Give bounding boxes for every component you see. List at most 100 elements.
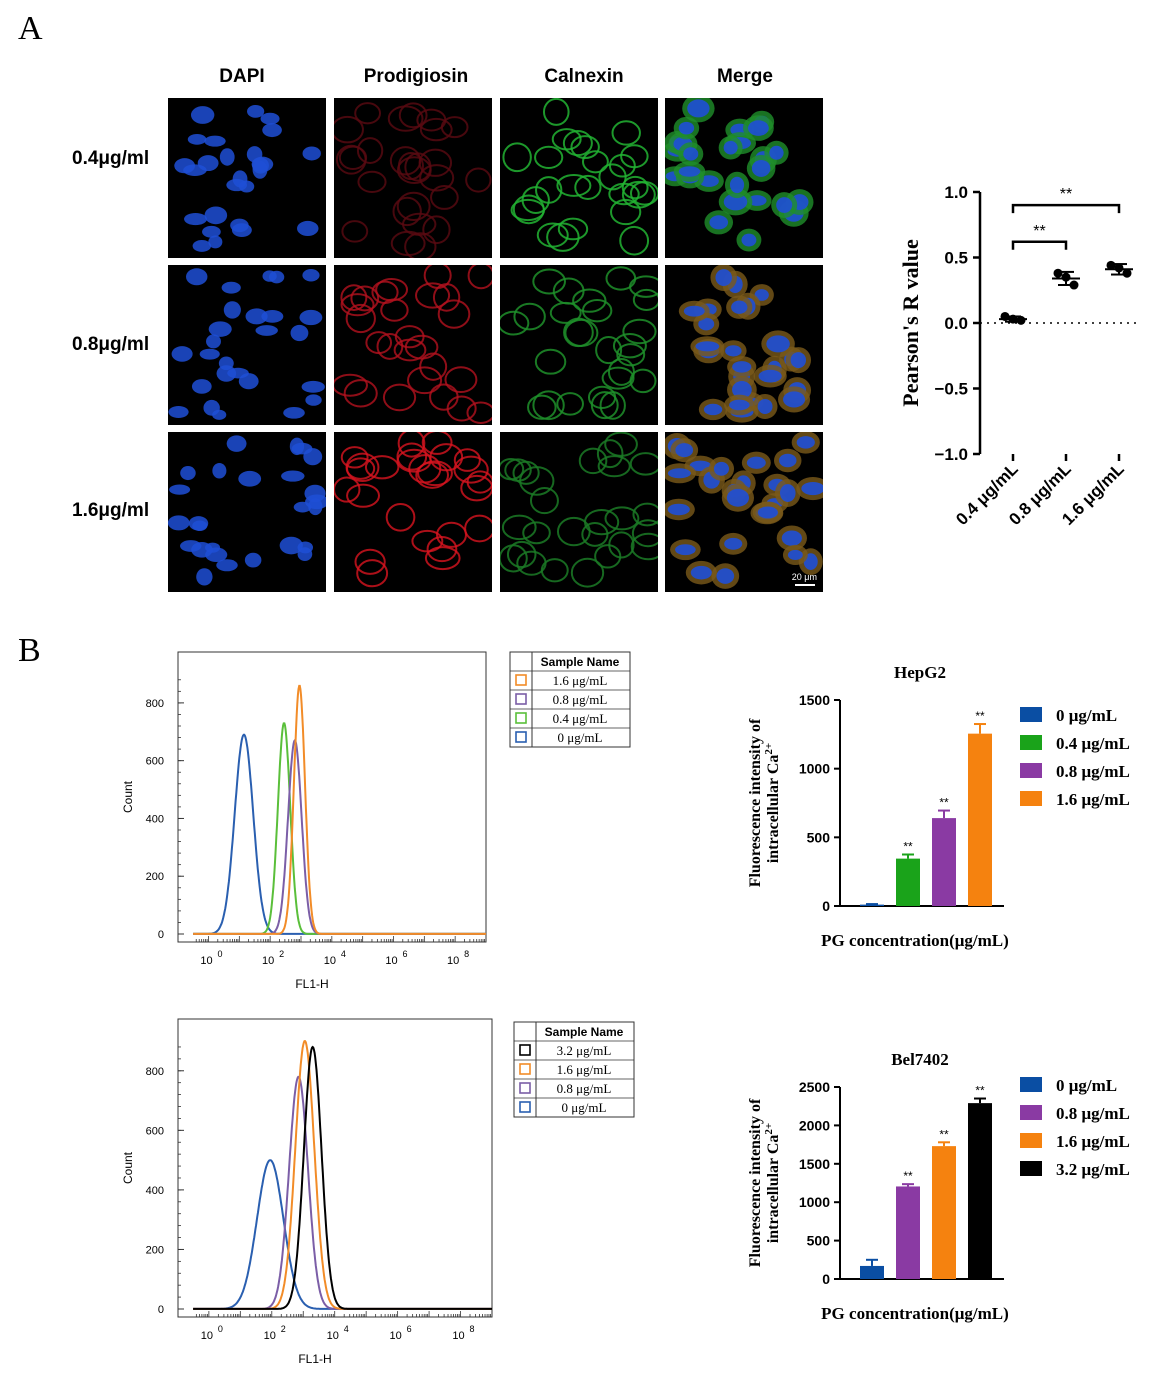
cell-outline bbox=[371, 280, 399, 305]
cell-outline bbox=[604, 506, 640, 531]
cell-outline bbox=[578, 447, 608, 475]
cell-outline bbox=[390, 230, 426, 257]
y-tick-label: 0.5 bbox=[944, 249, 968, 268]
x-tick-label: 10 bbox=[200, 955, 212, 967]
micrograph-cells bbox=[174, 104, 321, 252]
legend-label: 1.6 μg/mL bbox=[1056, 1132, 1130, 1151]
legend-swatch bbox=[1020, 707, 1042, 722]
cell-outline bbox=[581, 522, 609, 547]
cell-outline bbox=[341, 220, 369, 243]
y-label-superscript: 2+ bbox=[763, 1123, 775, 1135]
nucleus bbox=[180, 540, 202, 552]
nucleus bbox=[208, 321, 232, 337]
nucleus bbox=[199, 348, 220, 360]
nucleus bbox=[204, 135, 226, 147]
x-tick-label: 10 bbox=[201, 1330, 213, 1342]
nucleus bbox=[305, 394, 322, 406]
column-header-merge: Merge bbox=[717, 66, 773, 87]
nucleus bbox=[703, 403, 723, 416]
cell-outline bbox=[570, 135, 600, 159]
cell-outline bbox=[437, 299, 471, 329]
cell-outline bbox=[415, 282, 451, 309]
cell-outline bbox=[346, 483, 381, 508]
legend-swatch bbox=[519, 1063, 531, 1075]
nucleus bbox=[281, 470, 305, 482]
bar bbox=[968, 733, 992, 906]
x-tick-label: 10 bbox=[327, 1330, 339, 1342]
data-point bbox=[1122, 268, 1132, 278]
cell-outline bbox=[444, 366, 478, 393]
data-point bbox=[1061, 272, 1071, 282]
y-tick-label: 0 bbox=[158, 929, 164, 941]
y-label-text: intracellular Ca bbox=[765, 1135, 782, 1244]
x-tick-exponent: 2 bbox=[281, 1324, 286, 1334]
cell-outline bbox=[385, 502, 416, 532]
y-tick-label: 600 bbox=[146, 1125, 164, 1137]
cell-outline bbox=[334, 373, 368, 397]
nucleus bbox=[723, 193, 748, 211]
cell-outline bbox=[356, 137, 384, 164]
nucleus bbox=[208, 235, 223, 249]
cell-outline bbox=[465, 167, 492, 193]
nucleus bbox=[289, 437, 305, 456]
x-axis-label: PG concentration(μg/mL) bbox=[821, 1304, 1009, 1323]
y-tick-label: 0 bbox=[158, 1304, 164, 1316]
cell-outline bbox=[534, 348, 567, 375]
cell-outline bbox=[500, 544, 528, 573]
micrograph-cells bbox=[168, 435, 326, 586]
x-tick-exponent: 8 bbox=[470, 1324, 475, 1334]
cell-outline bbox=[404, 232, 437, 258]
nucleus bbox=[168, 515, 190, 531]
cell-outline bbox=[629, 452, 658, 476]
nucleus bbox=[244, 552, 262, 568]
cell-outline bbox=[620, 144, 649, 169]
cell-outline bbox=[364, 455, 400, 480]
nucleus bbox=[206, 334, 221, 349]
cell-outline bbox=[629, 180, 658, 206]
micrograph-cells bbox=[334, 432, 492, 588]
cell-outline bbox=[504, 458, 532, 482]
cell-outline bbox=[519, 466, 555, 496]
cell-outline bbox=[596, 439, 624, 469]
nucleus bbox=[690, 565, 712, 580]
cell-outline bbox=[393, 338, 427, 362]
cell-outline bbox=[417, 460, 453, 487]
nucleus bbox=[790, 352, 807, 369]
y-tick-label: 1000 bbox=[799, 761, 830, 777]
chart-title: Bel7402 bbox=[891, 1050, 949, 1069]
cell-outline bbox=[422, 215, 451, 245]
nucleus bbox=[715, 269, 733, 287]
cell-outline bbox=[419, 164, 455, 192]
legend-label: 0.8 μg/mL bbox=[1056, 762, 1130, 781]
hepg2-bar-chart: HepG2 0 500 1000 1500 ** ** ** Fluorescence inte… bbox=[747, 663, 1130, 950]
micrograph-dapi-row-3 bbox=[168, 432, 326, 592]
nucleus bbox=[238, 373, 259, 390]
cell-outline bbox=[429, 383, 459, 411]
cell-outline bbox=[500, 457, 525, 481]
data-point bbox=[1008, 314, 1018, 324]
nucleus bbox=[301, 380, 325, 393]
cell-outline bbox=[340, 446, 369, 469]
bar bbox=[932, 1146, 956, 1279]
histogram-curve bbox=[193, 733, 486, 935]
nucleus bbox=[726, 488, 750, 507]
x-tick-exponent: 4 bbox=[341, 949, 346, 959]
x-tick-label: 10 bbox=[452, 1330, 464, 1342]
nucleus bbox=[196, 568, 213, 586]
significance-label: ** bbox=[975, 709, 985, 723]
micrograph-calnexin-row-3 bbox=[500, 432, 658, 592]
cell-outline bbox=[532, 390, 565, 421]
cell-outline bbox=[396, 156, 432, 185]
cell-outline bbox=[376, 333, 404, 360]
cell-outline bbox=[453, 455, 489, 484]
nucleus bbox=[796, 436, 815, 449]
legend-title: Sample Name bbox=[545, 1025, 624, 1039]
micrograph-merge-row-1 bbox=[665, 98, 823, 258]
x-tick-label: 10 bbox=[264, 1330, 276, 1342]
y-tick-label: 800 bbox=[146, 698, 164, 710]
data-point bbox=[1106, 260, 1116, 270]
scale-bar-label: 20 μm bbox=[791, 572, 817, 582]
bar bbox=[896, 858, 920, 906]
cell-outline bbox=[418, 148, 453, 177]
